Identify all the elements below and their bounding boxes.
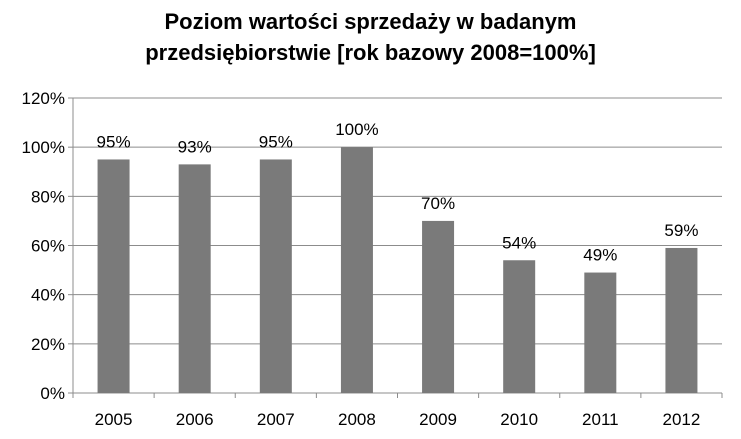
y-tick-label: 80% bbox=[31, 187, 65, 206]
x-category-label: 2012 bbox=[663, 410, 701, 429]
data-label: 100% bbox=[335, 120, 378, 139]
chart-title-line-1: Poziom wartości sprzedaży w badanym bbox=[164, 9, 577, 34]
y-tick-label: 20% bbox=[31, 335, 65, 354]
x-category-label: 2008 bbox=[338, 410, 376, 429]
chart-title-line-2: przedsiębiorstwie [rok bazowy 2008=100%] bbox=[145, 40, 596, 65]
x-category-label: 2006 bbox=[176, 410, 214, 429]
data-label: 59% bbox=[664, 221, 698, 240]
labels: 0% 20% 40% 60% 80% 100% 120% 95% 2005 93% 2006 95% 2… bbox=[22, 89, 701, 429]
x-category-label: 2010 bbox=[500, 410, 538, 429]
bar bbox=[340, 147, 373, 393]
y-tick-label: 0% bbox=[40, 384, 65, 403]
bar bbox=[584, 272, 617, 393]
x-category-label: 2007 bbox=[257, 410, 295, 429]
data-label: 95% bbox=[97, 132, 131, 151]
data-label: 95% bbox=[259, 132, 293, 151]
axes bbox=[68, 97, 723, 398]
bar bbox=[178, 164, 211, 393]
gridlines bbox=[73, 97, 722, 345]
x-category-label: 2005 bbox=[95, 410, 133, 429]
bars bbox=[97, 147, 698, 393]
data-label: 93% bbox=[178, 137, 212, 156]
data-label: 70% bbox=[421, 194, 455, 213]
bar bbox=[259, 159, 292, 393]
bar bbox=[422, 220, 455, 393]
y-tick-label: 40% bbox=[31, 286, 65, 305]
bar bbox=[665, 247, 698, 393]
bar bbox=[97, 159, 130, 393]
data-label: 54% bbox=[502, 233, 536, 252]
x-category-label: 2009 bbox=[419, 410, 457, 429]
y-tick-label: 120% bbox=[22, 89, 65, 108]
chart-title: Poziom wartości sprzedaży w badanym prze… bbox=[0, 6, 741, 68]
bar bbox=[503, 260, 536, 393]
y-tick-label: 100% bbox=[22, 138, 65, 157]
x-category-label: 2011 bbox=[582, 410, 619, 429]
y-tick-label: 60% bbox=[31, 237, 65, 256]
data-label: 49% bbox=[583, 246, 617, 265]
